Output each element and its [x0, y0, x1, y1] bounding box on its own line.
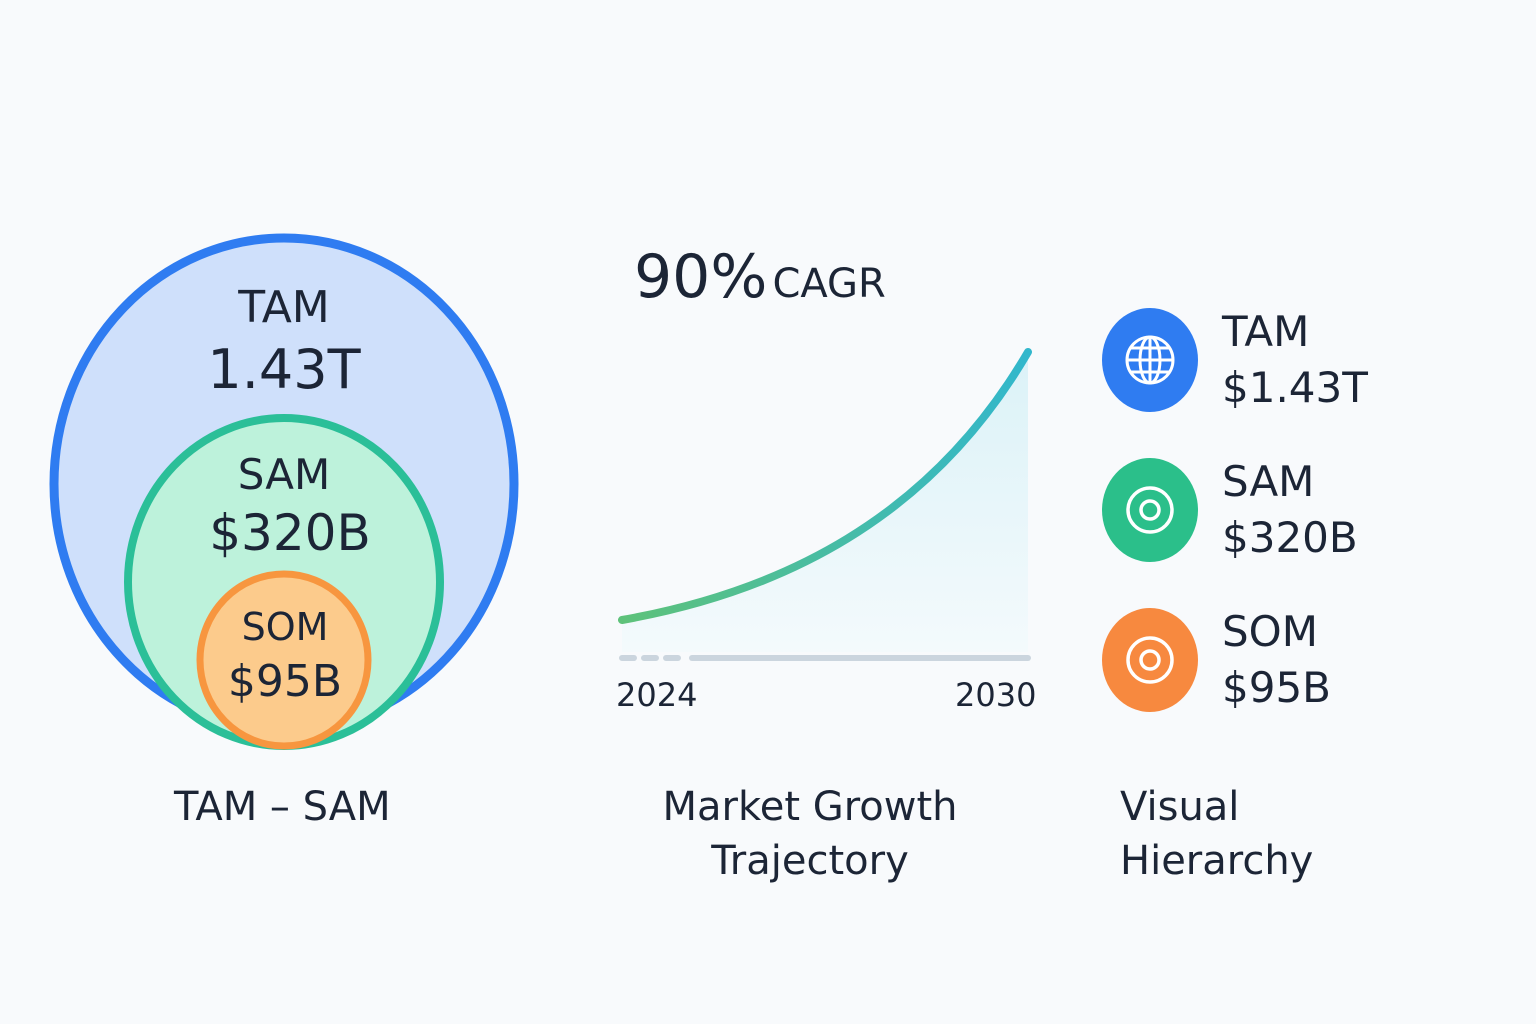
market-size-circles	[49, 233, 519, 750]
sam-legend-value: $320B	[1222, 513, 1358, 562]
growth-curve	[618, 348, 1032, 624]
tam-label: TAM	[238, 282, 330, 333]
som-label: SOM	[241, 605, 329, 649]
sam-badge	[1102, 458, 1198, 562]
growth-caption-line1: Market Growth	[662, 784, 958, 830]
hierarchy-caption-line1: Visual	[1120, 784, 1240, 830]
hierarchy-caption-line2: Hierarchy	[1120, 838, 1314, 884]
target-icon	[1126, 486, 1174, 534]
som-legend-label: SOM	[1222, 607, 1318, 656]
growth-caption-line2: Trajectory	[711, 838, 909, 884]
cagr-headline: 90% CAGR	[634, 242, 886, 312]
hierarchy-caption: Visual Hierarchy	[1120, 780, 1313, 888]
sam-legend-label: SAM	[1222, 457, 1315, 506]
som-badge	[1102, 608, 1198, 712]
growth-area	[622, 352, 1028, 652]
hierarchy-item-sam: SAM $320B	[1102, 457, 1432, 562]
sam-label: SAM	[237, 450, 331, 499]
som-circle	[196, 570, 372, 750]
tam-badge	[1102, 308, 1198, 412]
cagr-unit: CAGR	[772, 261, 886, 307]
tam-legend-value: $1.43T	[1222, 363, 1368, 412]
target-icon	[1126, 636, 1174, 684]
x-axis-end-label: 2030	[955, 676, 1037, 714]
hierarchy-item-som: SOM $95B	[1102, 607, 1432, 712]
globe-icon	[1125, 335, 1175, 385]
tam-value: 1.43T	[207, 338, 361, 401]
x-axis-start-label: 2024	[616, 676, 698, 714]
som-value: $95B	[227, 656, 343, 707]
sam-value: $320B	[209, 504, 371, 562]
hierarchy-item-tam: TAM $1.43T	[1102, 307, 1432, 412]
cagr-value: 90%	[634, 242, 768, 312]
growth-chart	[618, 348, 1032, 661]
tam-sam-caption: TAM – SAM	[174, 784, 391, 830]
som-legend-value: $95B	[1222, 663, 1331, 712]
growth-caption: Market Growth Trajectory	[630, 780, 990, 888]
tam-legend-label: TAM	[1222, 307, 1310, 356]
